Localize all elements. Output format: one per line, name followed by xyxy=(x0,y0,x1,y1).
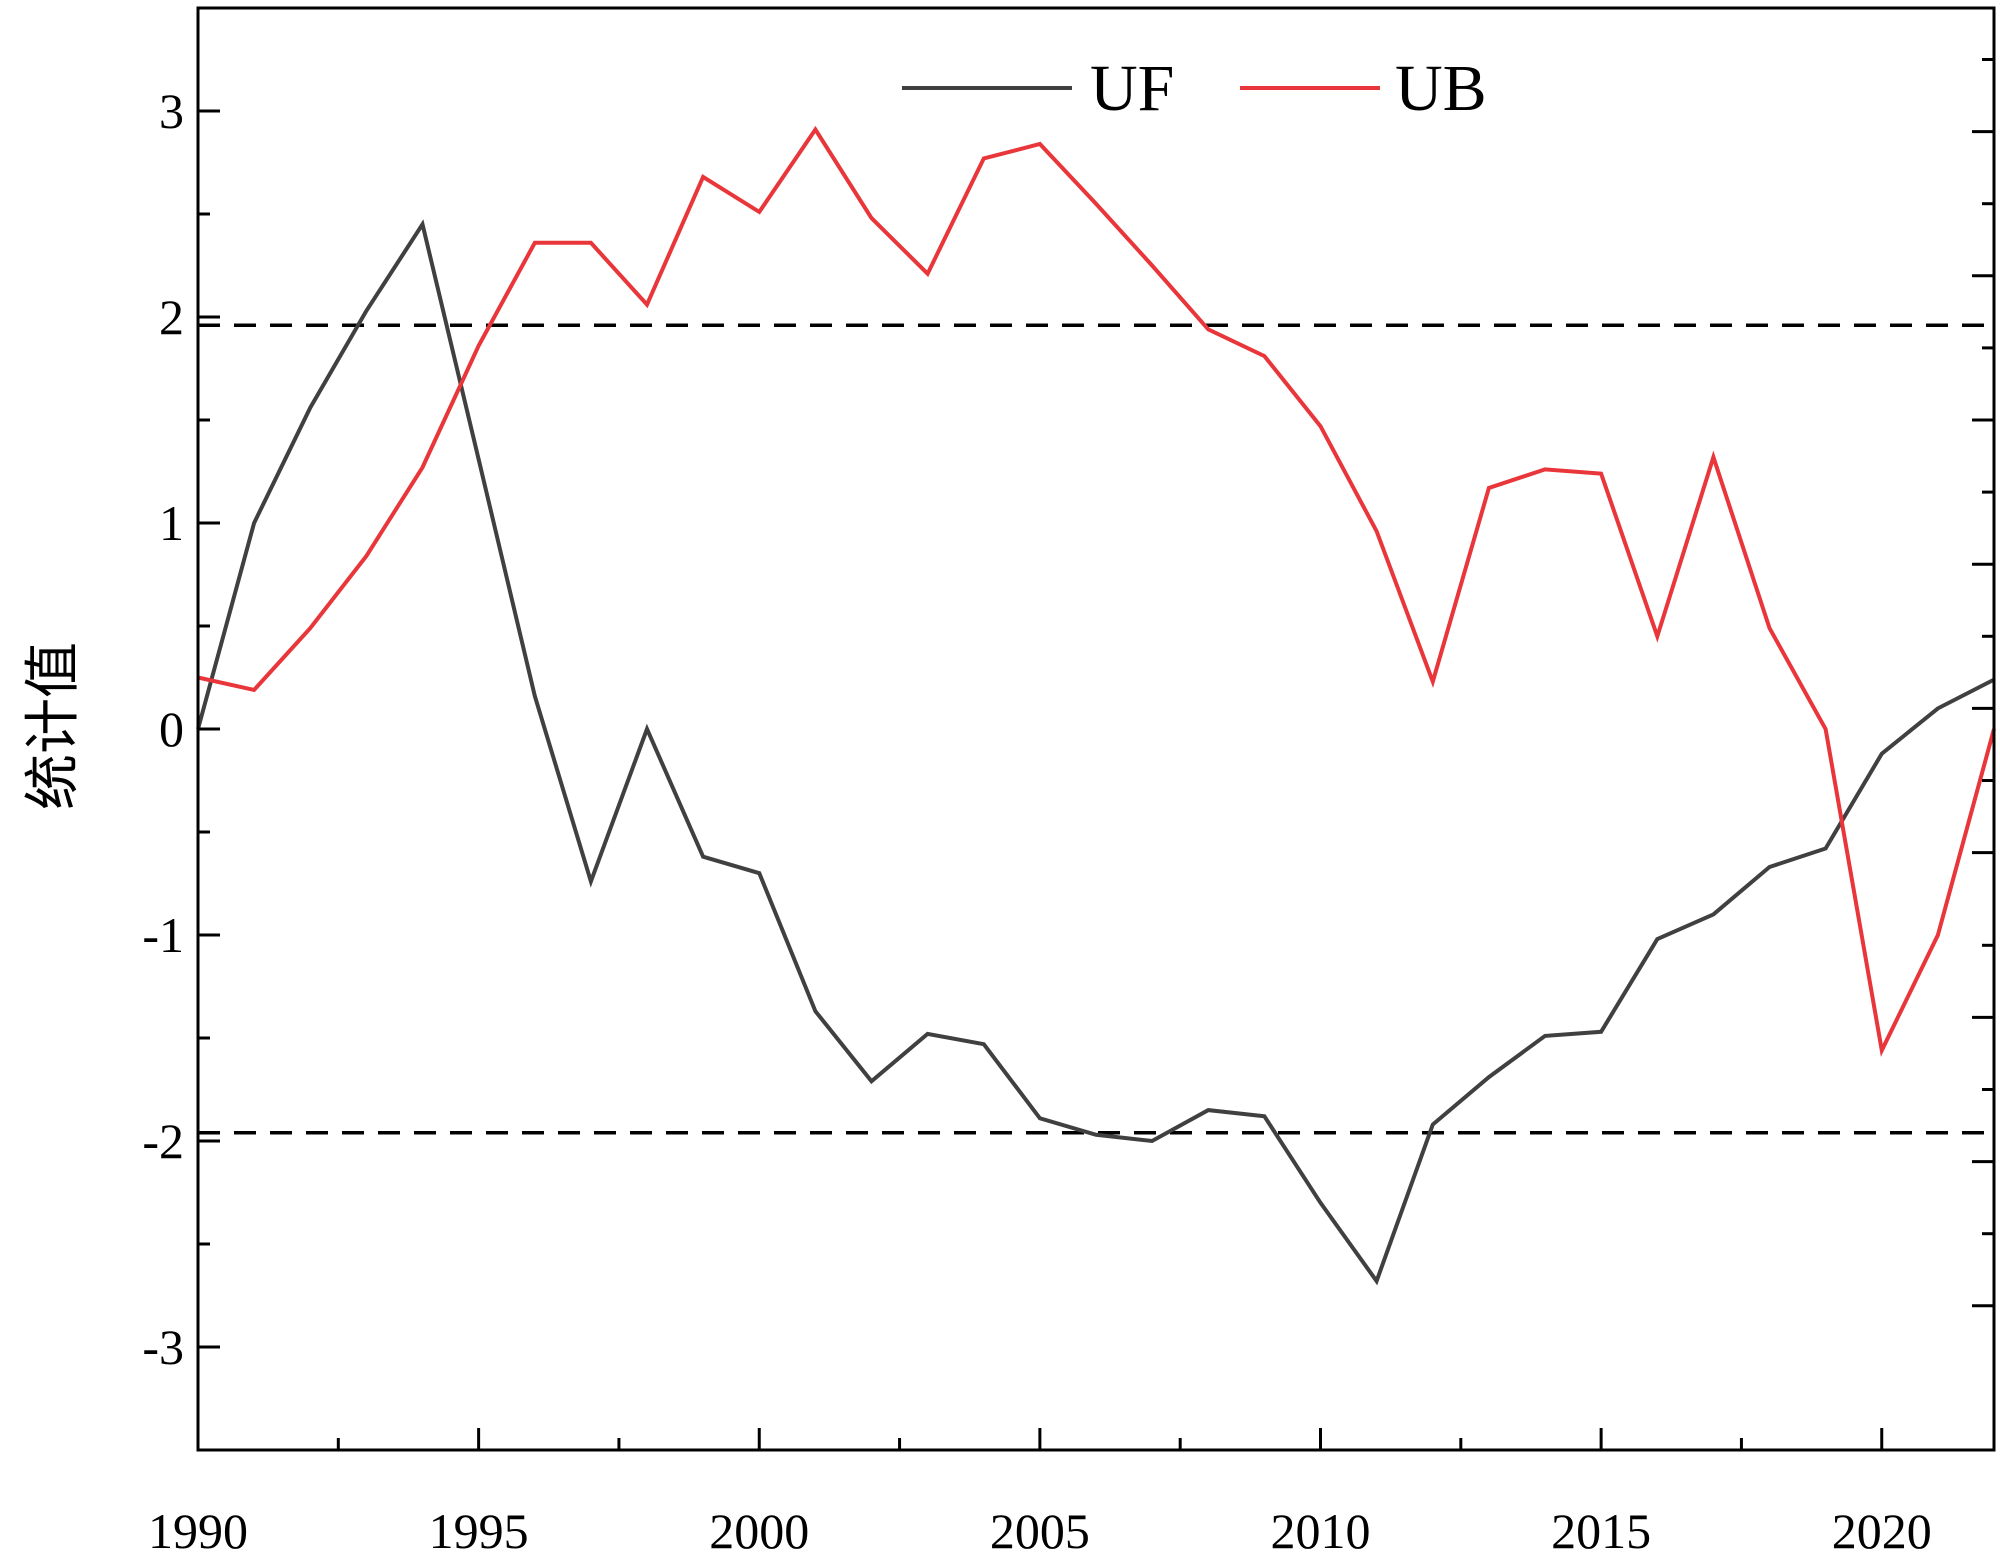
y-axis-title: 统计值 xyxy=(21,642,86,810)
legend-label-uf: UF xyxy=(1090,52,1174,125)
y-tick-label: 0 xyxy=(159,701,184,757)
series-line-ub xyxy=(197,125,1996,1057)
reference-lines xyxy=(198,323,1994,1135)
x-tick-label: 2005 xyxy=(990,1503,1090,1559)
x-tick-label: 2000 xyxy=(709,1503,809,1559)
series-line-uf xyxy=(196,219,1995,1286)
plot-frame xyxy=(196,6,1996,1452)
y-tick-label: 1 xyxy=(159,495,184,551)
series-layer xyxy=(196,125,1996,1286)
x-tick-label: 1990 xyxy=(148,1503,248,1559)
x-tick-label: 2015 xyxy=(1551,1503,1651,1559)
y-tick-label: -2 xyxy=(142,1113,184,1169)
axes: 1990 1995 2000 2005 2010 2015 2020 3 2 1 0 -1 -2 -3 xyxy=(142,6,1996,1559)
y-tick-label: 3 xyxy=(159,83,184,139)
x-tick-label: 2020 xyxy=(1832,1503,1932,1559)
x-tick-label: 1995 xyxy=(429,1503,529,1559)
y-tick-label: -1 xyxy=(142,907,184,963)
y-tick-label: -3 xyxy=(142,1319,184,1375)
legend-label-ub: UB xyxy=(1395,52,1487,125)
legend: UF UB xyxy=(902,52,1487,125)
x-tick-label: 2010 xyxy=(1271,1503,1371,1559)
y-tick-label: 2 xyxy=(159,289,184,345)
